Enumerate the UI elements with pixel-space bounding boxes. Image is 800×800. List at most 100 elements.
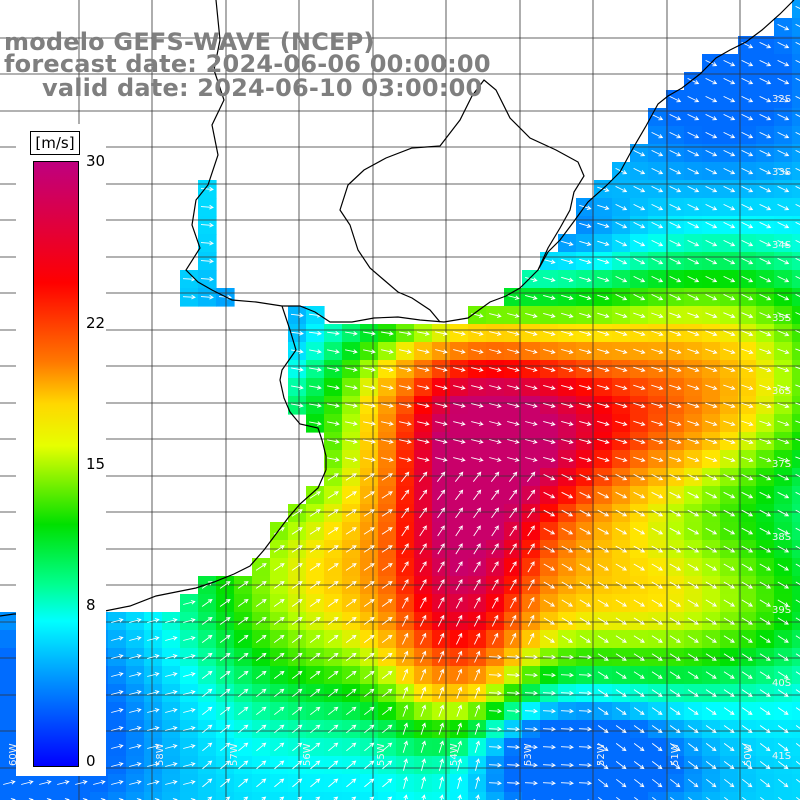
wind-arrow bbox=[309, 367, 322, 372]
wind-arrow bbox=[705, 545, 718, 553]
wind-arrow bbox=[509, 507, 518, 519]
wind-arrow bbox=[437, 489, 446, 501]
wind-speed-cell bbox=[342, 792, 361, 800]
wind-arrow bbox=[363, 581, 375, 589]
wind-arrow bbox=[669, 725, 681, 734]
wind-arrow bbox=[633, 167, 646, 175]
wind-arrow bbox=[795, 59, 800, 64]
wind-arrow bbox=[491, 525, 499, 537]
wind-arrow bbox=[489, 331, 502, 336]
wind-arrow bbox=[309, 563, 321, 571]
colorbar-units: [m/s] bbox=[30, 131, 80, 155]
wind-arrow bbox=[3, 780, 16, 785]
wind-arrow bbox=[129, 618, 142, 623]
wind-arrow bbox=[419, 596, 427, 609]
wind-arrow bbox=[687, 725, 699, 734]
wind-arrow bbox=[456, 758, 462, 771]
wind-arrow bbox=[200, 258, 214, 264]
wind-arrow bbox=[488, 744, 502, 750]
wind-arrow bbox=[651, 707, 663, 715]
wind-speed-cell bbox=[0, 738, 19, 757]
wind-arrow bbox=[795, 384, 800, 388]
wind-speed-cell bbox=[126, 792, 145, 800]
wind-arrow bbox=[542, 726, 556, 732]
wind-arrow bbox=[778, 778, 789, 788]
wind-arrow bbox=[327, 581, 339, 589]
wind-arrow bbox=[346, 688, 357, 698]
wind-arrow bbox=[455, 525, 463, 537]
colorbar-gradient bbox=[33, 161, 79, 767]
wind-speed-cell bbox=[18, 792, 37, 800]
wind-arrow bbox=[705, 438, 718, 445]
wind-arrow bbox=[669, 293, 682, 301]
wind-arrow bbox=[561, 617, 573, 625]
wind-arrow bbox=[651, 743, 663, 752]
wind-arrow bbox=[420, 722, 427, 735]
wind-arrow bbox=[219, 652, 231, 661]
wind-arrow bbox=[741, 275, 754, 283]
wind-arrow bbox=[777, 384, 790, 391]
wind-arrow bbox=[237, 581, 249, 589]
wind-arrow bbox=[705, 203, 718, 211]
wind-arrow bbox=[309, 509, 321, 517]
wind-arrow bbox=[473, 525, 481, 537]
wind-arrow bbox=[633, 689, 645, 697]
wind-arrow bbox=[795, 312, 800, 316]
wind-arrow bbox=[403, 794, 408, 800]
wind-arrow bbox=[705, 167, 718, 175]
wind-arrow bbox=[741, 509, 754, 517]
wind-arrow bbox=[363, 367, 376, 372]
wind-arrow bbox=[687, 438, 700, 445]
wind-arrow bbox=[274, 760, 285, 770]
wind-arrow bbox=[597, 312, 610, 319]
wind-arrow bbox=[310, 688, 321, 698]
latitude-label: 37S bbox=[772, 459, 792, 470]
wind-arrow bbox=[759, 599, 772, 607]
wind-arrow bbox=[561, 473, 574, 481]
wind-arrow bbox=[273, 598, 285, 607]
wind-arrow bbox=[489, 367, 502, 372]
wind-arrow bbox=[633, 527, 646, 535]
wind-arrow bbox=[381, 457, 394, 462]
wind-arrow bbox=[328, 724, 339, 734]
wind-arrow bbox=[111, 672, 124, 677]
wind-arrow bbox=[524, 654, 538, 660]
wind-arrow bbox=[687, 473, 700, 481]
wind-arrow bbox=[705, 348, 718, 355]
wind-arrow bbox=[273, 670, 285, 679]
wind-arrow bbox=[615, 635, 627, 643]
wind-speed-cell bbox=[90, 792, 109, 800]
wind-arrow bbox=[419, 632, 427, 645]
wind-arrow bbox=[473, 578, 481, 591]
wind-arrow bbox=[777, 113, 790, 121]
wind-arrow bbox=[705, 581, 718, 589]
wind-arrow bbox=[274, 706, 285, 716]
wind-arrow bbox=[741, 59, 754, 67]
wind-arrow bbox=[327, 545, 339, 553]
wind-arrow bbox=[777, 671, 789, 679]
wind-arrow bbox=[561, 240, 574, 246]
wind-arrow bbox=[219, 616, 231, 625]
wind-arrow bbox=[507, 403, 520, 408]
wind-arrow bbox=[238, 688, 249, 698]
wind-arrow bbox=[491, 578, 499, 591]
wind-arrow bbox=[777, 707, 789, 715]
wind-arrow bbox=[723, 653, 735, 661]
wind-arrow bbox=[219, 581, 231, 589]
wind-arrow bbox=[438, 722, 445, 735]
wind-arrow bbox=[327, 509, 339, 517]
latitude-label: 41S bbox=[772, 751, 792, 762]
wind-arrow bbox=[741, 167, 754, 175]
wind-arrow bbox=[419, 525, 427, 537]
wind-arrow bbox=[363, 598, 375, 607]
wind-arrow bbox=[488, 690, 502, 696]
wind-arrow bbox=[200, 294, 214, 300]
wind-arrow bbox=[291, 598, 303, 607]
wind-arrow bbox=[147, 654, 160, 659]
wind-arrow bbox=[560, 708, 574, 714]
wind-arrow bbox=[723, 312, 736, 319]
wind-arrow bbox=[345, 545, 357, 553]
wind-arrow bbox=[527, 543, 535, 555]
wind-arrow bbox=[705, 131, 718, 139]
wind-arrow bbox=[687, 221, 700, 229]
